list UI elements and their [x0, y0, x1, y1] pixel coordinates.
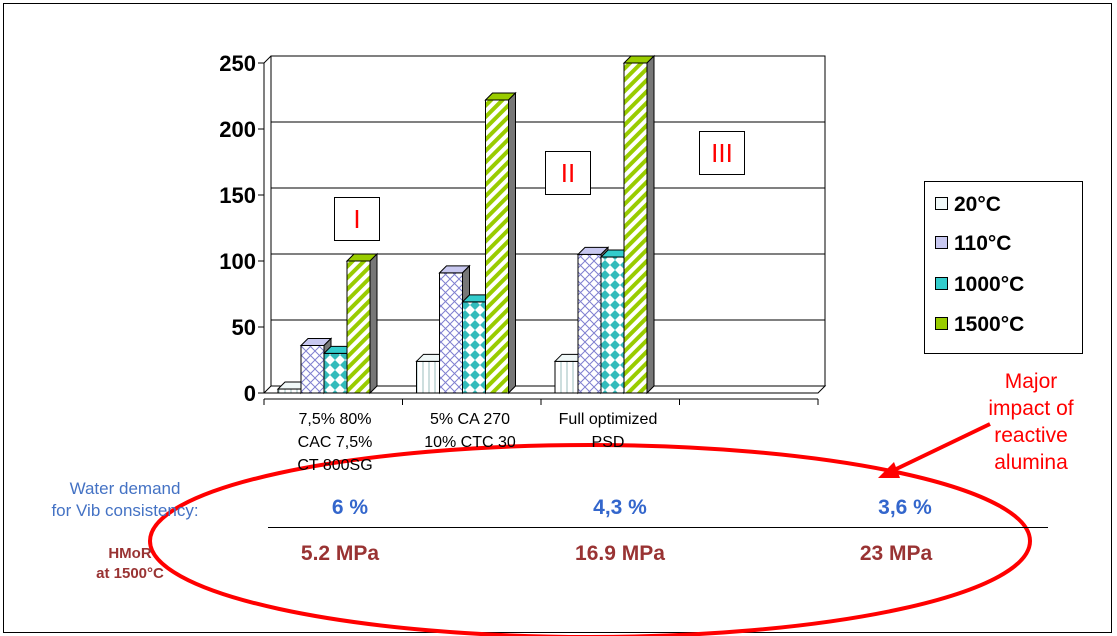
bar-2-1500°C — [484, 91, 517, 395]
hmor-value-2: 16.9 MPa — [575, 542, 665, 565]
bar-side — [369, 252, 378, 395]
bar-side — [646, 54, 655, 395]
y-tick-label: 50 — [232, 315, 256, 340]
legend-swatch — [935, 197, 948, 210]
category-label-3: Full optimized PSD — [558, 411, 658, 451]
hmor-label: HMoR at 1500°C — [96, 545, 164, 582]
bar-front — [439, 272, 463, 394]
region-label-2: II — [545, 151, 591, 195]
bar-front — [416, 360, 440, 394]
legend-item-1000c: 1000°C — [935, 273, 1024, 297]
bar-side — [508, 91, 516, 395]
bar-front — [577, 253, 602, 394]
annotation-major-impact: Major impact of reactive alumina — [988, 370, 1074, 474]
hmor-value-1: 5.2 MPa — [300, 542, 380, 565]
chart-bars — [276, 54, 656, 395]
category-label-2: 5% CA 270 10% CTC 30 — [424, 411, 516, 451]
figure-frame — [3, 3, 1112, 633]
y-tick-label: 250 — [219, 51, 256, 76]
legend-swatch — [935, 317, 948, 330]
divider-line — [268, 527, 1048, 528]
bar-1-1500°C — [345, 252, 379, 395]
water-demand-value-3: 3,6 % — [878, 496, 932, 519]
region-label-1: I — [334, 197, 380, 241]
legend-item-110c: 110°C — [935, 232, 1011, 256]
axis-depth — [263, 55, 272, 64]
hmor-value-3: 23 MPa — [859, 542, 933, 565]
arrow-head — [878, 462, 900, 478]
legend-item-20c: 20°C — [935, 193, 1001, 217]
bar-front — [346, 260, 371, 394]
region-label-3: III — [699, 131, 745, 175]
chart-legend: 20°C 110°C 1000°C 1500°C — [924, 181, 1083, 354]
bar-3-1500°C — [622, 54, 656, 395]
legend-swatch — [935, 236, 948, 249]
water-demand-value-1: 6 % — [331, 496, 369, 519]
bar-front — [300, 344, 325, 394]
water-demand-value-2: 4,3 % — [593, 496, 647, 519]
bar-front — [485, 99, 509, 394]
y-tick-label: 100 — [219, 249, 256, 274]
legend-item-1500c: 1500°C — [935, 313, 1024, 337]
annotation-arrow — [889, 422, 991, 474]
legend-swatch — [935, 277, 948, 290]
bar-front — [277, 388, 302, 394]
chart-overlay — [148, 422, 1032, 636]
highlight-ellipse — [148, 443, 1032, 636]
y-tick-label: 200 — [219, 117, 256, 142]
y-tick-label: 150 — [219, 183, 256, 208]
y-tick-label: 0 — [244, 381, 256, 406]
bar-front — [323, 352, 348, 394]
bar-front — [554, 360, 579, 394]
bar-front — [623, 62, 648, 394]
bar-front — [600, 256, 625, 394]
bar-front — [462, 301, 486, 394]
water-demand-label: Water demand for Vib consistency: — [51, 479, 199, 520]
category-label-1: 7,5% 80% CAC 7,5% CT 800SG — [297, 411, 373, 474]
